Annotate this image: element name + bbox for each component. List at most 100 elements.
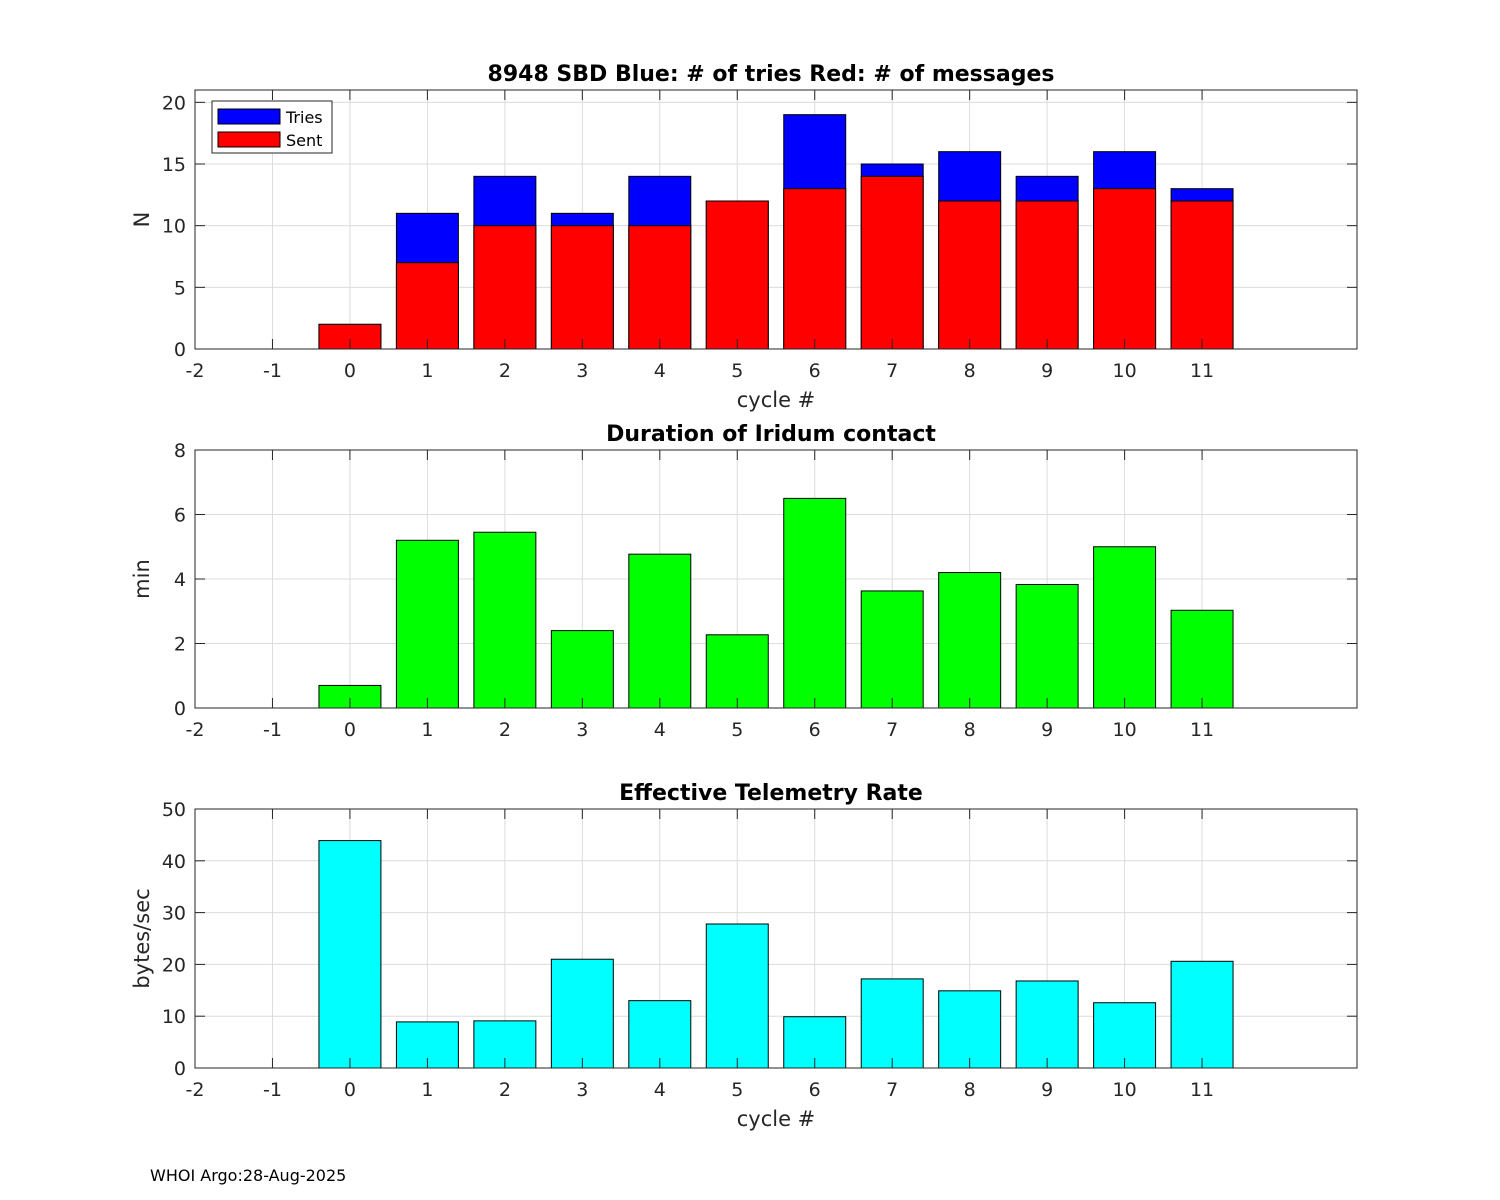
- legend-swatch-tries: [217, 108, 281, 125]
- y-tick-label: 6: [174, 505, 186, 527]
- x-tick-label: -2: [186, 1079, 205, 1101]
- axes-frame: [194, 89, 1358, 350]
- plot-area: [195, 809, 1357, 1068]
- bar-sent-cycle-7: [860, 175, 924, 350]
- x-tick-label: 5: [731, 719, 743, 741]
- chart-title: Duration of Iridum contact: [606, 422, 936, 447]
- x-tick-label: 4: [654, 719, 666, 741]
- bar-duration-cycle-9: [1015, 583, 1079, 709]
- x-tick-label: 4: [654, 360, 666, 382]
- x-tick-label: 3: [576, 719, 588, 741]
- x-tick-label: 6: [809, 360, 821, 382]
- x-tick-label: 2: [499, 719, 511, 741]
- x-tick-label: 7: [886, 719, 898, 741]
- x-tick-label: 4: [654, 1079, 666, 1101]
- x-tick-label: 0: [344, 1079, 356, 1101]
- x-tick-label: 9: [1041, 719, 1053, 741]
- x-tick-label: 7: [886, 360, 898, 382]
- x-tick-label: 1: [421, 1079, 433, 1101]
- x-tick-label: 10: [1113, 360, 1137, 382]
- chart-panel-2: -2 -1 0 1 2 3 4 5 6 7 8 9 10 11 0 2 4 6 8 Duration of Iridu…: [130, 422, 1358, 741]
- y-axis-label: N: [130, 212, 154, 228]
- y-tick-label: 4: [174, 569, 186, 591]
- x-tick-label: 2: [499, 1079, 511, 1101]
- bar-sent-cycle-8: [938, 200, 1002, 350]
- x-tick-label: 9: [1041, 360, 1053, 382]
- bar-duration-cycle-5: [705, 634, 769, 709]
- bar-sent-cycle-10: [1093, 188, 1157, 350]
- x-axis-label: cycle #: [737, 1107, 816, 1131]
- bar-rate-cycle-5: [705, 923, 769, 1069]
- x-tick-label: 11: [1190, 719, 1214, 741]
- chart-title: Effective Telemetry Rate: [619, 781, 923, 806]
- bar-duration-cycle-8: [938, 572, 1002, 709]
- x-tick-label: 0: [344, 360, 356, 382]
- bar-duration-cycle-1: [395, 539, 459, 709]
- y-tick-label: 5: [174, 277, 186, 299]
- y-tick-label: 2: [174, 634, 186, 656]
- y-axis-label: bytes/sec: [130, 888, 154, 988]
- x-tick-label: 6: [809, 1079, 821, 1101]
- x-tick-label: 8: [964, 360, 976, 382]
- x-tick-label: 10: [1113, 719, 1137, 741]
- bar-rate-cycle-3: [550, 958, 614, 1069]
- legend-label-sent: Sent: [286, 131, 322, 150]
- x-tick-label: 8: [964, 719, 976, 741]
- x-tick-label: -1: [263, 360, 282, 382]
- x-axis-label: cycle #: [737, 388, 816, 412]
- bar-duration-cycle-10: [1093, 546, 1157, 709]
- bar-sent-cycle-6: [783, 188, 847, 350]
- x-tick-label: -1: [263, 719, 282, 741]
- x-tick-label: -1: [263, 1079, 282, 1101]
- footer-stamp: WHOI Argo:28-Aug-2025: [150, 1166, 347, 1185]
- y-tick-label: 0: [174, 698, 186, 720]
- bar-sent-cycle-4: [628, 225, 692, 350]
- y-tick-label: 20: [162, 954, 186, 976]
- bar-duration-cycle-2: [473, 531, 537, 709]
- y-tick-label: 20: [162, 92, 186, 114]
- chart-title: 8948 SBD Blue: # of tries Red: # of mess…: [488, 62, 1055, 87]
- y-tick-label: 0: [174, 339, 186, 361]
- bar-sent-cycle-0: [318, 323, 382, 350]
- x-tick-label: -2: [186, 360, 205, 382]
- y-tick-label: 10: [162, 1006, 186, 1028]
- plot-area: [195, 90, 1357, 349]
- x-tick-label: 11: [1190, 1079, 1214, 1101]
- bar-sent-cycle-2: [473, 225, 537, 350]
- bar-duration-cycle-6: [783, 497, 847, 709]
- bar-sent-cycle-11: [1170, 200, 1234, 350]
- bar-sent-cycle-5: [705, 200, 769, 350]
- x-tick-label: 5: [731, 360, 743, 382]
- x-tick-label: 8: [964, 1079, 976, 1101]
- bar-duration-cycle-4: [628, 553, 692, 709]
- y-tick-label: 15: [162, 154, 186, 176]
- legend-label-tries: Tries: [285, 108, 323, 127]
- bar-sent-cycle-9: [1015, 200, 1079, 350]
- x-tick-label: 1: [421, 719, 433, 741]
- bar-rate-cycle-11: [1170, 960, 1234, 1069]
- bar-sent-cycle-1: [395, 262, 459, 350]
- x-tick-label: 9: [1041, 1079, 1053, 1101]
- y-axis-label: min: [130, 559, 154, 599]
- x-tick-label: -2: [186, 719, 205, 741]
- axes-frame: [194, 808, 1358, 1069]
- legend-swatch-sent: [217, 131, 281, 148]
- bar-duration-cycle-7: [860, 590, 924, 709]
- bar-duration-cycle-3: [550, 630, 614, 709]
- bar-rate-cycle-8: [938, 990, 1002, 1069]
- bar-rate-cycle-7: [860, 978, 924, 1069]
- bar-rate-cycle-9: [1015, 980, 1079, 1069]
- bar-duration-cycle-11: [1170, 609, 1234, 709]
- chart-panel-1: -2 -1 0 1 2 3 4 5 6 7 8 9 10 11 0 5 10 15 20 8948 SBD Blue:…: [130, 62, 1358, 412]
- x-tick-label: 10: [1113, 1079, 1137, 1101]
- x-tick-label: 11: [1190, 360, 1214, 382]
- x-tick-label: 3: [576, 360, 588, 382]
- x-tick-label: 0: [344, 719, 356, 741]
- x-tick-label: 2: [499, 360, 511, 382]
- x-tick-label: 6: [809, 719, 821, 741]
- chart-panel-3: -2 -1 0 1 2 3 4 5 6 7 8 9 10 11 0 10 20 30 40 50 Effective T…: [130, 781, 1358, 1131]
- bar-rate-cycle-0: [318, 840, 382, 1069]
- x-tick-label: 5: [731, 1079, 743, 1101]
- y-tick-label: 8: [174, 440, 186, 462]
